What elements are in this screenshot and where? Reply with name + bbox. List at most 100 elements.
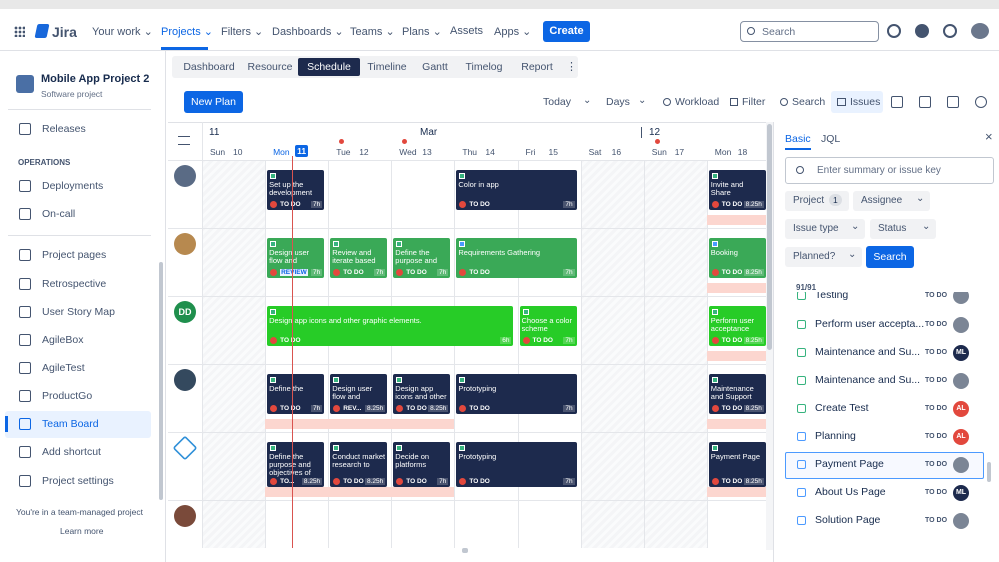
sidebar-item[interactable]: Project pages (42, 249, 107, 261)
toolbar-filter[interactable]: Filter (742, 96, 766, 108)
task-card[interactable]: Prototyping TO DO 7h (456, 442, 577, 487)
filter-chip[interactable]: Issue type ⌄ (785, 219, 865, 239)
card-status: TO DO (406, 405, 427, 412)
task-card[interactable]: Invite and Share TO DO 8.25h (708, 170, 766, 210)
sidebar-item[interactable]: Deployments (42, 180, 104, 192)
nav-item[interactable]: Your work ⌄ (92, 26, 153, 38)
toolbar-workload[interactable]: Workload (675, 96, 720, 108)
toolbar-icon[interactable] (947, 96, 959, 108)
panel-search[interactable]: Enter summary or issue key (785, 157, 994, 184)
tab[interactable]: Report (521, 61, 553, 73)
toolbar-issues[interactable]: Issues (850, 96, 881, 108)
logo[interactable]: Jira (52, 24, 77, 40)
dropdown-caret[interactable]: ⌄ (638, 95, 647, 106)
issue-row[interactable]: Planning TO DO AL (790, 427, 980, 447)
filter-chip[interactable]: Assignee ⌄ (853, 191, 930, 211)
issue-row[interactable]: Payment Page TO DO (790, 455, 980, 475)
card-hours: 6h (500, 337, 512, 344)
issue-row[interactable]: About Us Page TO DO ML (790, 483, 980, 503)
menu-icon[interactable] (178, 136, 190, 145)
task-card[interactable]: Design app icons and other graphic eleme… (267, 306, 514, 346)
search-box[interactable]: Search (740, 21, 879, 42)
sidebar-item[interactable]: Add shortcut (42, 446, 101, 458)
task-card[interactable]: Perform user acceptance testing TO DO8.25… (708, 306, 766, 346)
sidebar-item[interactable]: AgileTest (42, 362, 85, 374)
task-card[interactable]: Booking TO DO 8.25h (708, 238, 766, 278)
learn-more[interactable]: Learn more (60, 526, 104, 536)
task-card[interactable]: Decide on platforms TO DO 7h (393, 442, 451, 487)
nav-item[interactable]: Projects ⌄ (161, 26, 214, 38)
task-card[interactable]: Design user flow and REVIEW 7h (267, 238, 325, 278)
tab[interactable]: Dashboard (183, 61, 235, 73)
task-card[interactable]: Conduct market research to TO DO 8.25h (330, 442, 388, 487)
task-card[interactable]: Choose a color scheme TO DO 7h (519, 306, 577, 346)
nav-item[interactable]: Dashboards ⌄ (272, 26, 344, 38)
tab[interactable]: Resource (247, 61, 293, 73)
nav-icon[interactable] (887, 24, 901, 38)
task-card[interactable]: Define the purpose and objectives of TO..… (267, 442, 325, 487)
toolbar-icon[interactable] (919, 96, 931, 108)
issue-row[interactable]: Testing TO DO (790, 292, 980, 306)
task-card[interactable]: Review and iterate based TO DO 7h (330, 238, 388, 278)
sidebar-item[interactable]: User Story Map (42, 306, 115, 318)
task-card[interactable]: Color in app TO DO 7h (456, 170, 577, 210)
search-button[interactable]: Search (866, 246, 914, 268)
panel-tab[interactable]: JQL (821, 133, 841, 145)
issue-row[interactable]: Create Test TO DO AL (790, 399, 980, 419)
tab[interactable]: Timelog (465, 61, 503, 73)
tab-more[interactable]: ⋮ (566, 61, 577, 73)
task-card[interactable]: Payment Page TO DO 8.25h (708, 442, 766, 487)
toolbar-icon[interactable] (975, 96, 987, 108)
toolbar-search[interactable]: Search (792, 96, 826, 108)
nav-item[interactable]: Filters ⌄ (221, 26, 264, 38)
filter-chip[interactable]: Status ⌄ (870, 219, 936, 239)
task-card[interactable]: Maintenance and Support TO DO 8.25h (708, 374, 766, 414)
toolbar-today[interactable]: Today (543, 96, 572, 108)
task-card[interactable]: Design user flow and navigation. REV...8.… (330, 374, 388, 414)
issue-type-icon (270, 241, 277, 247)
tab[interactable]: Timeline (367, 61, 407, 73)
nav-icon[interactable] (915, 24, 929, 38)
task-card[interactable]: Design app icons and other graphic TO DO8… (393, 374, 451, 414)
task-card[interactable]: Define the purpose and TO DO 7h (393, 238, 451, 278)
tab[interactable]: Schedule (298, 58, 360, 76)
nav-item[interactable]: Plans ⌄ (402, 26, 442, 38)
toolbar-days[interactable]: Days (606, 96, 630, 108)
create-button[interactable]: Create (543, 21, 590, 42)
sidebar-item[interactable]: AgileBox (42, 334, 84, 346)
nav-item[interactable]: Teams ⌄ (350, 26, 395, 38)
tab[interactable]: Gantt (422, 61, 448, 73)
sidebar-item[interactable]: Releases (42, 123, 86, 135)
task-card[interactable]: Define the TO DO 7h (267, 374, 325, 414)
close-button[interactable]: × (985, 129, 993, 144)
task-card[interactable]: Set up the development TO DO 7h (267, 170, 325, 210)
nav-item[interactable]: Apps ⌄ (494, 26, 532, 38)
task-card[interactable]: Requirements Gathering TO DO 7h (456, 238, 577, 278)
sidebar-item[interactable]: Project settings (42, 475, 114, 487)
nav-item[interactable]: Assets (450, 25, 484, 37)
selected-bg (5, 411, 151, 438)
task-card[interactable]: Prototyping TO DO 7h (456, 374, 577, 414)
dropdown-caret[interactable]: ⌄ (583, 95, 592, 106)
issue-row[interactable]: Perform user accepta... TO DO (790, 315, 980, 335)
sidebar-item[interactable]: Team Board (42, 418, 99, 430)
filter-chip[interactable]: Project 1 (785, 191, 849, 211)
assignee-avatar (174, 505, 196, 527)
toolbar-icon[interactable] (891, 96, 903, 108)
issues-button-bg[interactable] (831, 91, 883, 113)
panel-tab[interactable]: Basic (785, 133, 811, 145)
sidebar-item[interactable]: ProductGo (42, 390, 93, 402)
footer-text: You're in a team-managed project (16, 507, 143, 517)
issue-row[interactable]: Solution Page TO DO (790, 511, 980, 531)
day-date: 13 (422, 147, 432, 157)
user-avatar[interactable] (971, 23, 989, 39)
filter-chip[interactable]: Planned? ⌄ (785, 247, 862, 267)
issue-row[interactable]: Maintenance and Su... TO DO (790, 371, 980, 391)
nav-icon[interactable] (943, 24, 957, 38)
sidebar-item[interactable]: On-call (42, 208, 76, 220)
card-status: TO DO (721, 337, 743, 344)
new-plan-button[interactable]: New Plan (184, 91, 243, 113)
app-switcher[interactable] (14, 26, 25, 37)
sidebar-item[interactable]: Retrospective (42, 278, 107, 290)
issue-row[interactable]: Maintenance and Su... TO DO ML (790, 343, 980, 363)
